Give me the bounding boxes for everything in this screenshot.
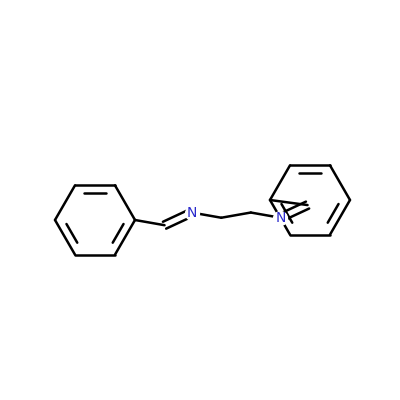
Text: N: N <box>186 206 197 220</box>
Text: N: N <box>275 211 286 225</box>
